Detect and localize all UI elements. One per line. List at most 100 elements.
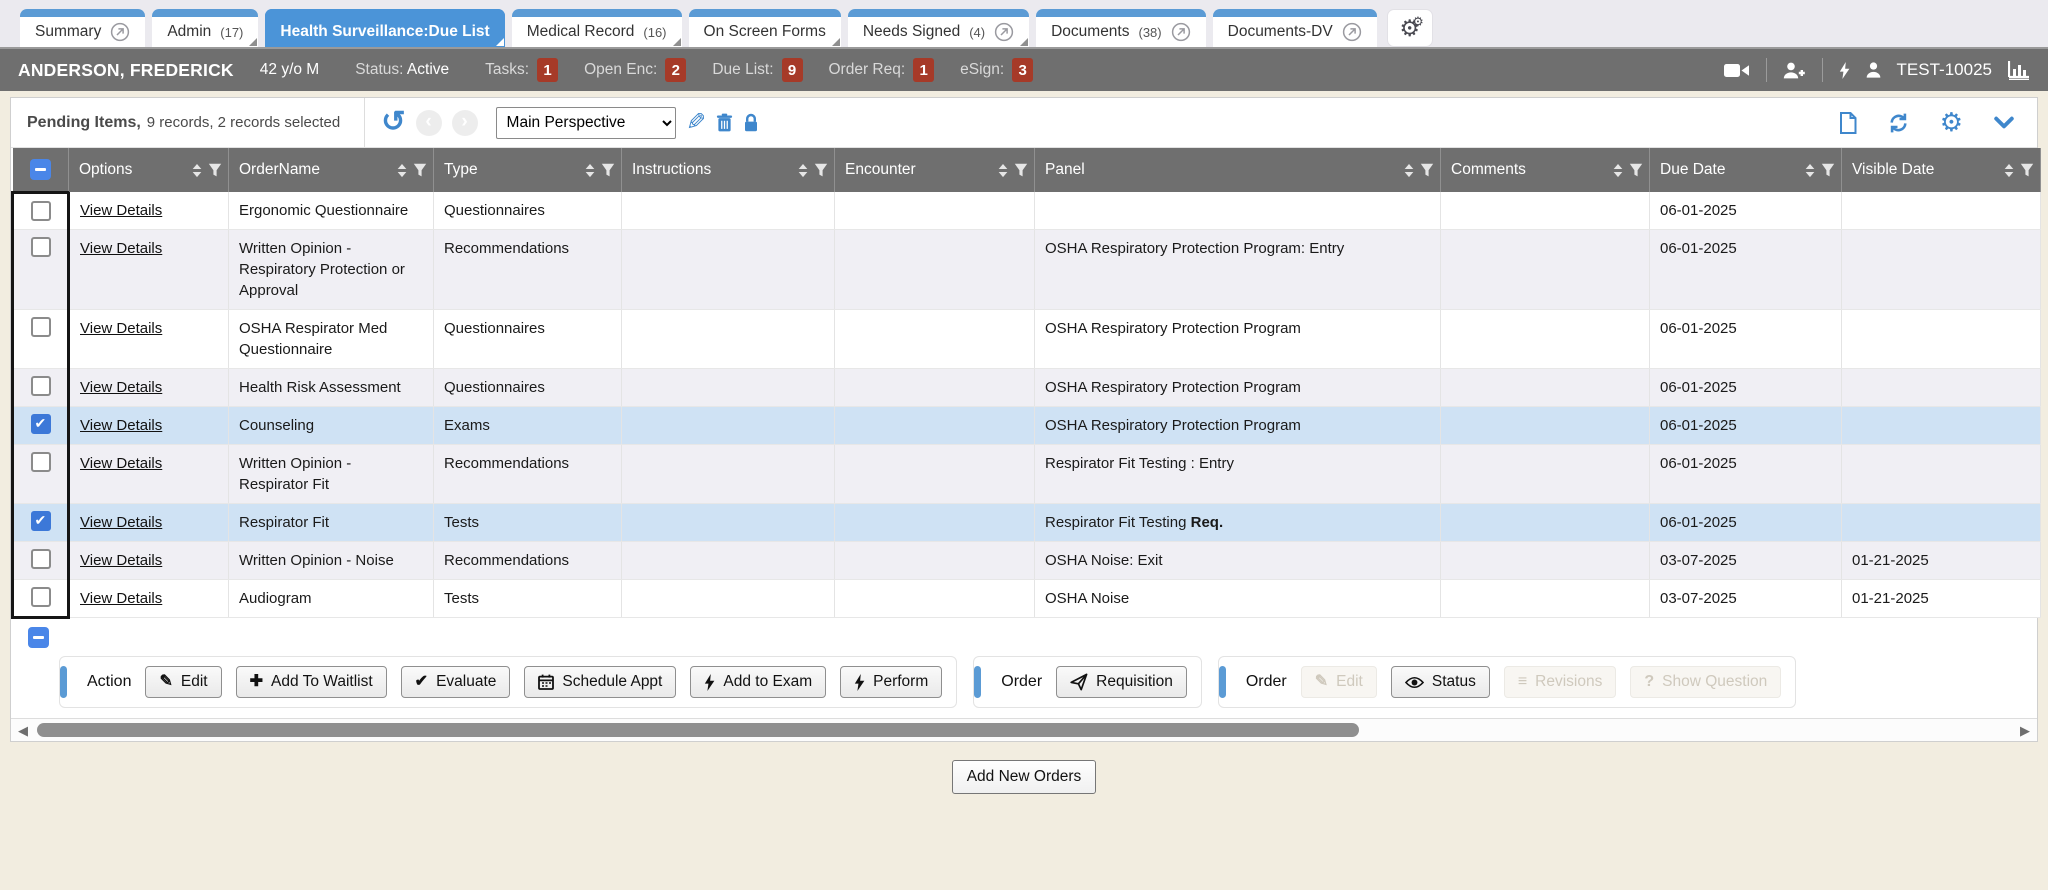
select-all-checkbox[interactable] [29, 159, 51, 181]
column-header-ordername[interactable]: OrderName [228, 148, 434, 192]
chevron-down-icon[interactable] [1993, 116, 2015, 129]
row-checkbox-cell [11, 190, 70, 230]
row-checkbox[interactable] [30, 237, 51, 257]
view-details-link[interactable]: View Details [80, 417, 163, 434]
row-checkbox[interactable] [30, 452, 51, 472]
filter-icon[interactable] [1629, 163, 1643, 177]
sort-icon[interactable] [797, 163, 809, 178]
filter-icon[interactable] [1821, 163, 1835, 177]
add-person-icon[interactable] [1783, 62, 1806, 79]
panel-title: Pending Items, [27, 113, 141, 131]
schedule-appt-button[interactable]: Schedule Appt [524, 666, 677, 698]
row-checkbox[interactable] [30, 549, 51, 569]
add-to-exam-button[interactable]: Add to Exam [690, 666, 827, 698]
sort-icon[interactable] [191, 163, 203, 178]
counter-badge[interactable]: 2 [665, 58, 687, 82]
chevron-left-icon[interactable]: ‹ [415, 109, 442, 136]
refresh-icon[interactable] [1887, 112, 1910, 134]
chevron-right-icon[interactable]: › [451, 109, 478, 136]
perform-button[interactable]: Perform [840, 666, 943, 698]
sort-icon[interactable] [2003, 163, 2015, 178]
new-document-icon[interactable] [1839, 111, 1857, 134]
filter-icon[interactable] [208, 163, 222, 177]
view-details-link[interactable]: View Details [80, 590, 163, 607]
undo-icon[interactable]: ↺ [381, 106, 406, 138]
lock-icon[interactable] [743, 113, 759, 133]
user-icon[interactable] [1866, 62, 1881, 78]
tab-label: Documents [1051, 23, 1130, 40]
scroll-right-arrow-icon[interactable]: ▶ [2020, 723, 2030, 738]
evaluate-button[interactable]: ✔ Evaluate [400, 666, 511, 698]
scrollbar-thumb[interactable] [37, 723, 1359, 737]
counter-badge[interactable]: 1 [913, 58, 935, 82]
add-new-orders-button[interactable]: Add New Orders [951, 760, 1097, 794]
sort-icon[interactable] [584, 163, 596, 178]
tab-medical-record[interactable]: Medical Record (16) [511, 9, 682, 47]
view-details-link[interactable]: View Details [80, 552, 163, 569]
panel-title-block: Pending Items, 9 records, 2 records sele… [11, 98, 366, 147]
video-camera-icon[interactable] [1723, 63, 1750, 78]
column-header-due-date[interactable]: Due Date [1649, 148, 1842, 192]
column-label: Options [79, 161, 133, 178]
tab-on-screen-forms[interactable]: On Screen Forms [688, 9, 842, 47]
sort-icon[interactable] [997, 163, 1009, 178]
trash-icon[interactable] [716, 113, 733, 132]
view-details-link[interactable]: View Details [80, 455, 163, 472]
status-button[interactable]: Status [1390, 666, 1490, 698]
filter-icon[interactable] [814, 163, 828, 177]
filter-icon[interactable] [413, 163, 427, 177]
settings-tab-button[interactable]: ⚙ ⚙ [1386, 9, 1433, 47]
row-checkbox[interactable] [30, 376, 51, 396]
filter-icon[interactable] [1014, 163, 1028, 177]
view-details-link[interactable]: View Details [80, 202, 163, 219]
view-details-link[interactable]: View Details [80, 379, 163, 396]
tab-health-surveillance-due-list[interactable]: Health Surveillance:Due List [265, 9, 506, 47]
perspective-select[interactable]: Main Perspective [495, 106, 676, 139]
tab-documents[interactable]: Documents (38) [1036, 9, 1206, 47]
banner-right-icons: TEST-10025 [1723, 58, 2030, 82]
sort-icon[interactable] [1804, 163, 1816, 178]
tab-admin[interactable]: Admin (17) [152, 9, 259, 47]
column-header-comments[interactable]: Comments [1440, 148, 1650, 192]
counter-badge[interactable]: 1 [537, 58, 559, 82]
sort-icon[interactable] [1612, 163, 1624, 178]
counter-badge[interactable]: 9 [781, 58, 803, 82]
column-header-encounter[interactable]: Encounter [834, 148, 1035, 192]
add-to-waitlist-button[interactable]: ✚ Add To Waitlist [235, 666, 387, 698]
row-checkbox[interactable] [30, 200, 51, 221]
row-checkbox[interactable] [30, 587, 51, 607]
scroll-left-arrow-icon[interactable]: ◀ [18, 723, 28, 738]
view-details-link[interactable]: View Details [80, 514, 163, 531]
column-header-icons [396, 163, 427, 178]
column-header-instructions[interactable]: Instructions [621, 148, 835, 192]
column-header-panel[interactable]: Panel [1034, 148, 1441, 192]
horizontal-scrollbar[interactable]: ◀ ▶ [11, 718, 2037, 741]
column-header-visible-date[interactable]: Visible Date [1841, 148, 2041, 192]
panel-cell: OSHA Respiratory Protection Program [1034, 368, 1441, 407]
column-header-options[interactable]: Options [68, 148, 229, 192]
lightning-icon[interactable] [1839, 61, 1850, 79]
row-checkbox[interactable] [30, 414, 51, 434]
counter-badge[interactable]: 3 [1012, 58, 1034, 82]
filter-icon[interactable] [1420, 163, 1434, 177]
tab-documents-dv[interactable]: Documents-DV [1212, 9, 1377, 47]
bar-chart-icon[interactable] [2008, 60, 2030, 80]
counter-order-req: Order Req: 1 [829, 58, 935, 82]
view-details-link[interactable]: View Details [80, 240, 163, 257]
tab-needs-signed[interactable]: Needs Signed (4) [847, 9, 1030, 47]
visible-date-cell: 01-21-2025 [1841, 541, 2041, 580]
sort-icon[interactable] [1403, 163, 1415, 178]
pencil-icon[interactable]: ✎ [685, 108, 706, 136]
view-details-link[interactable]: View Details [80, 320, 163, 337]
tab-summary[interactable]: Summary [20, 9, 146, 47]
filter-icon[interactable] [601, 163, 615, 177]
row-checkbox[interactable] [30, 317, 51, 337]
sort-icon[interactable] [396, 163, 408, 178]
gear-icon[interactable]: ⚙ [1939, 107, 1963, 137]
row-checkbox[interactable] [30, 511, 51, 531]
select-all-bottom-checkbox[interactable] [28, 627, 49, 648]
edit-button[interactable]: ✎ Edit [145, 666, 222, 698]
column-header-type[interactable]: Type [433, 148, 622, 192]
requisition-button[interactable]: Requisition [1056, 666, 1187, 698]
filter-icon[interactable] [2020, 163, 2034, 177]
